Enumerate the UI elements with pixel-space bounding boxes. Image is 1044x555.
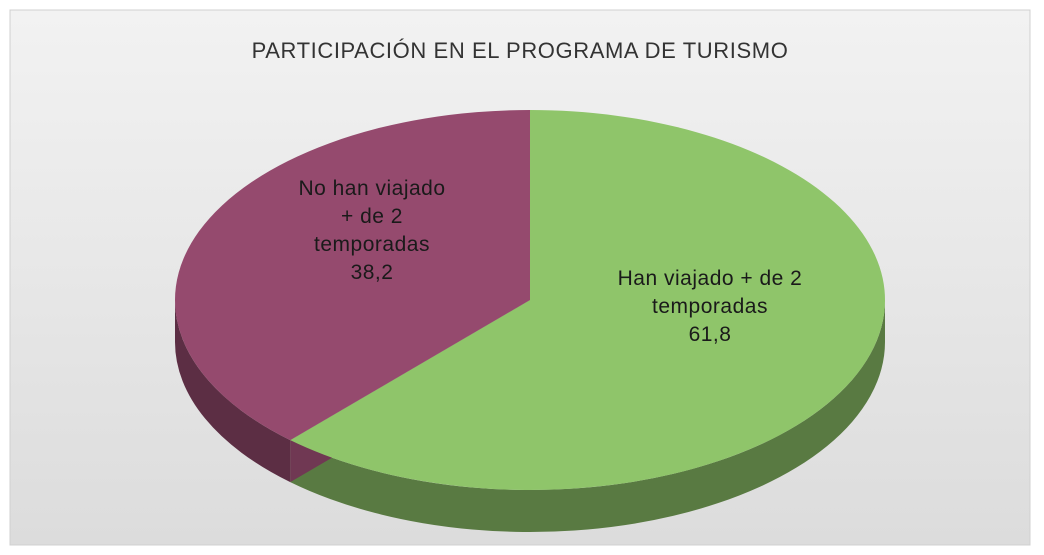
data-label: No han viajado + de 2 temporadas 38,2 xyxy=(272,175,472,287)
value-label: 38,2 xyxy=(350,261,394,284)
slice xyxy=(290,110,886,490)
chart-title: PARTICIPACIÓN EN EL PROGRAMA DE TURISMO xyxy=(251,38,789,63)
slice-label: Han viajado + de 2 temporadas xyxy=(617,267,803,318)
pie xyxy=(175,109,886,533)
slice-side xyxy=(290,300,886,533)
slice-side xyxy=(175,300,291,483)
value-label: 61,8 xyxy=(688,323,732,346)
slice-label: No han viajado + de 2 temporadas xyxy=(298,177,446,256)
data-label: Han viajado + de 2 temporadas 61,8 xyxy=(560,265,860,349)
slice xyxy=(175,109,530,441)
